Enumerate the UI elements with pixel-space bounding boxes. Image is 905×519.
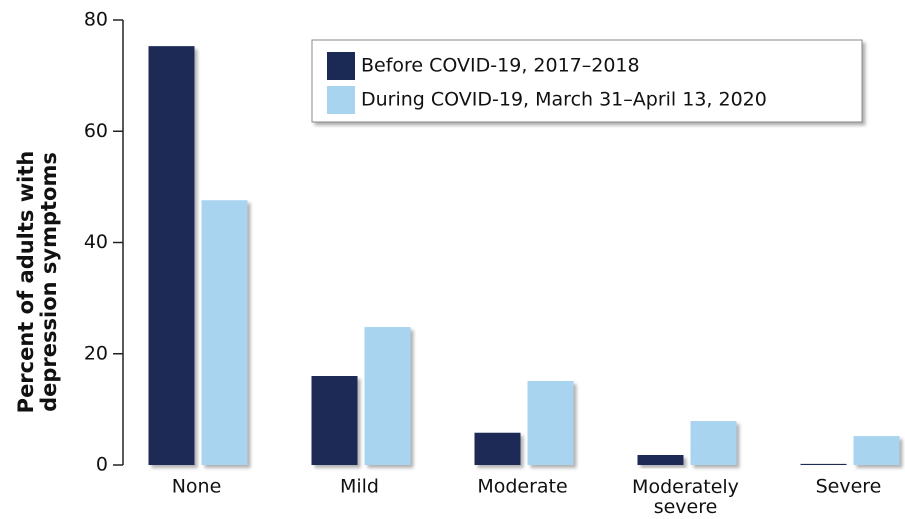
y-label-line: depression symptoms — [37, 152, 61, 412]
y-axis-label: Percent of adults with depression sympto… — [14, 151, 61, 414]
bar — [148, 46, 195, 466]
x-tick-label: Moderately severe — [632, 476, 739, 518]
y-tick-label: 80 — [84, 9, 108, 31]
legend-label: Before COVID-19, 2017–2018 — [361, 55, 640, 77]
legend-box — [311, 39, 863, 123]
y-label-line: Percent of adults with — [14, 151, 38, 414]
y-tick-label: 20 — [84, 342, 108, 364]
bar — [311, 376, 358, 465]
bar — [201, 200, 248, 465]
x-tick-word: Moderately — [632, 476, 739, 498]
y-tick-label: 0 — [96, 454, 108, 476]
bar — [853, 436, 900, 465]
bar — [690, 421, 737, 465]
x-tick-word: severe — [654, 496, 718, 518]
bar — [364, 327, 411, 465]
x-tick-label: Mild — [340, 476, 379, 498]
y-tick-label: 40 — [84, 231, 108, 253]
bar — [527, 381, 574, 465]
legend-swatch — [327, 86, 355, 114]
legend-label: During COVID-19, March 31–April 13, 2020 — [361, 89, 767, 111]
bar — [474, 432, 521, 465]
y-tick-label: 60 — [84, 120, 108, 142]
bar — [800, 463, 847, 465]
x-tick-label: Moderate — [477, 476, 567, 498]
bar — [637, 454, 684, 465]
x-tick-label: None — [172, 476, 222, 498]
legend-swatch — [327, 52, 355, 80]
x-tick-label: Severe — [816, 476, 882, 498]
